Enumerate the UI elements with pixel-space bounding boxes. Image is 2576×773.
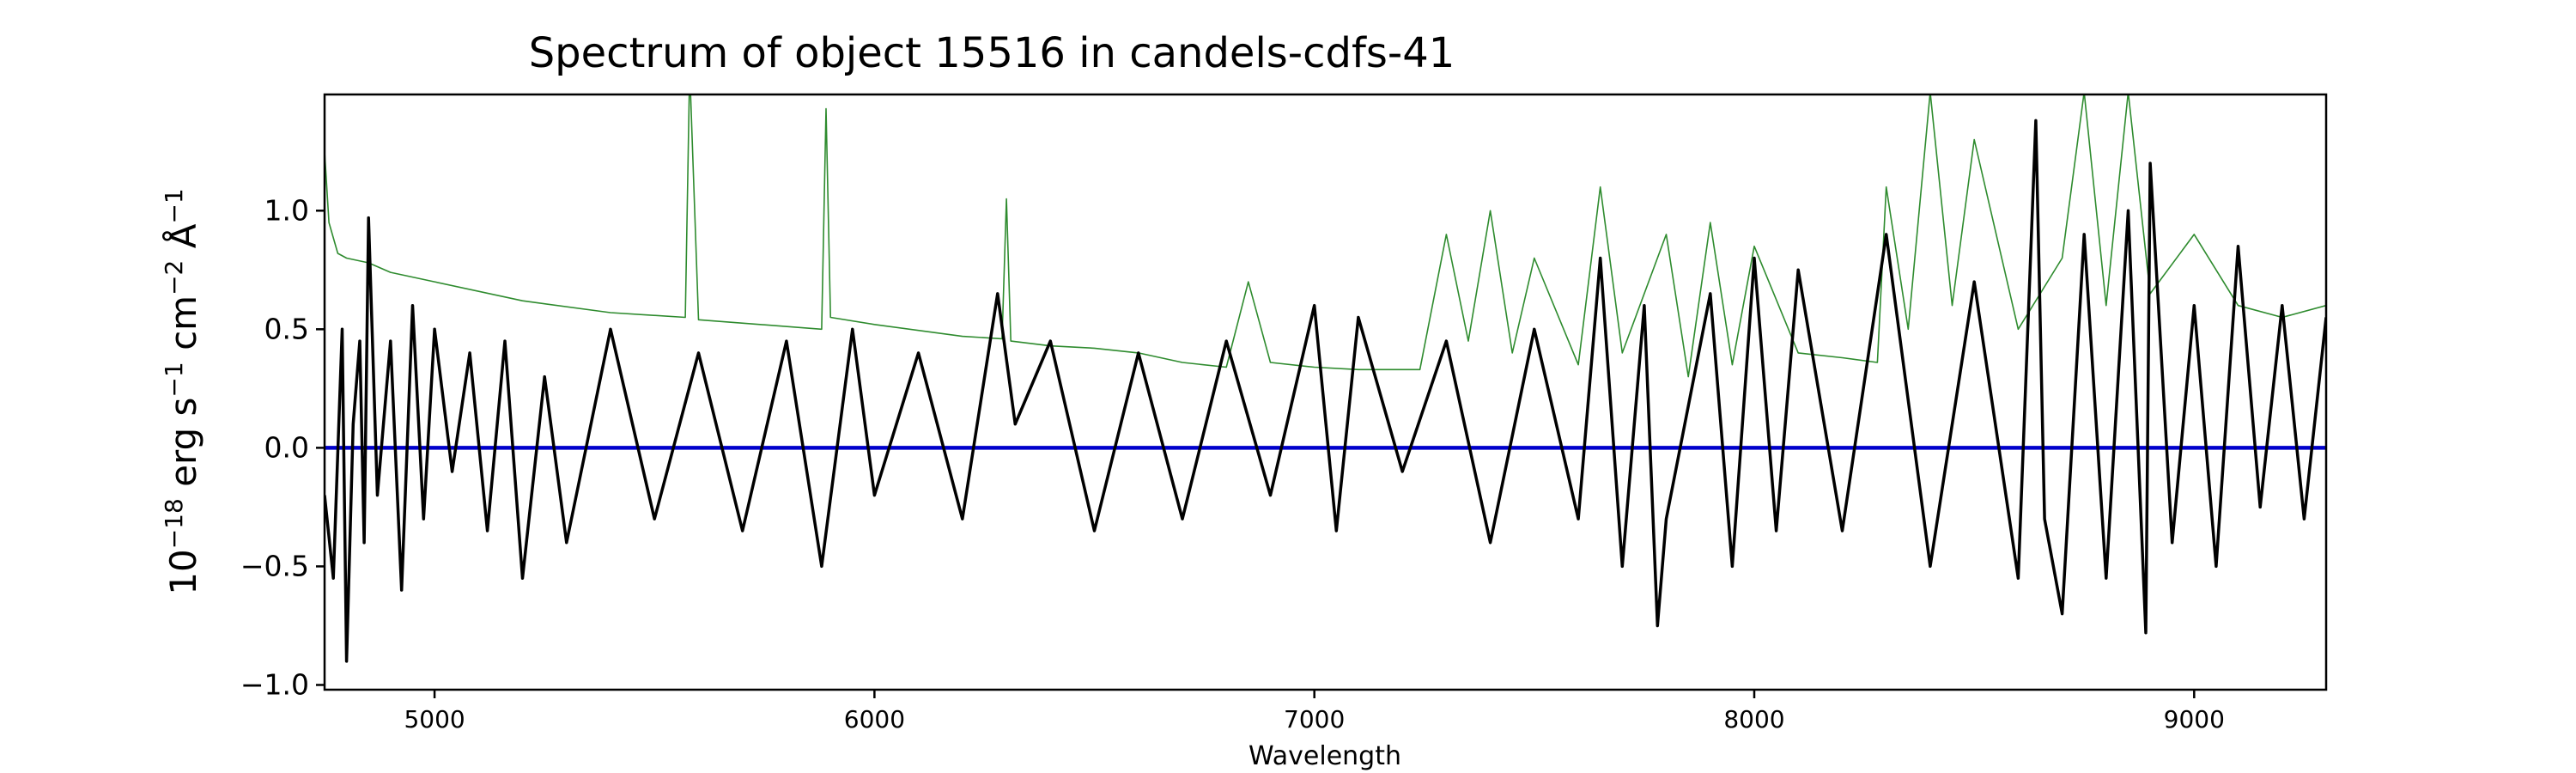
x-axis-label: Wavelength bbox=[1249, 741, 1401, 771]
x-tick-label: 6000 bbox=[844, 705, 905, 733]
error-line bbox=[325, 94, 2326, 378]
x-tick-label: 5000 bbox=[404, 705, 465, 733]
series-layer bbox=[325, 94, 2326, 663]
x-tick-label: 7000 bbox=[1284, 705, 1345, 733]
flux-line bbox=[325, 119, 2326, 663]
plot-frame bbox=[323, 93, 2328, 691]
y-tick-label: 1.0 bbox=[264, 193, 309, 227]
x-tick-label: 9000 bbox=[2164, 705, 2225, 733]
y-axis-label: 10−18 erg s−1 cm−2 Å−1 bbox=[160, 188, 205, 594]
ticks-layer: 5000 6000 7000 8000 9000 −1.0 −0.5 0.0 0.5 1.0 bbox=[240, 193, 2225, 733]
y-tick-label: −0.5 bbox=[240, 549, 309, 582]
y-tick-label: 0.5 bbox=[264, 312, 309, 345]
plot-background bbox=[325, 94, 2326, 690]
y-tick-label: 0.0 bbox=[264, 430, 309, 464]
plot-area bbox=[323, 93, 2328, 691]
chart-title: Spectrum of object 15516 in candels-cdfs… bbox=[529, 29, 1455, 77]
x-tick-label: 8000 bbox=[1723, 705, 1784, 733]
y-tick-label: −1.0 bbox=[240, 667, 309, 701]
